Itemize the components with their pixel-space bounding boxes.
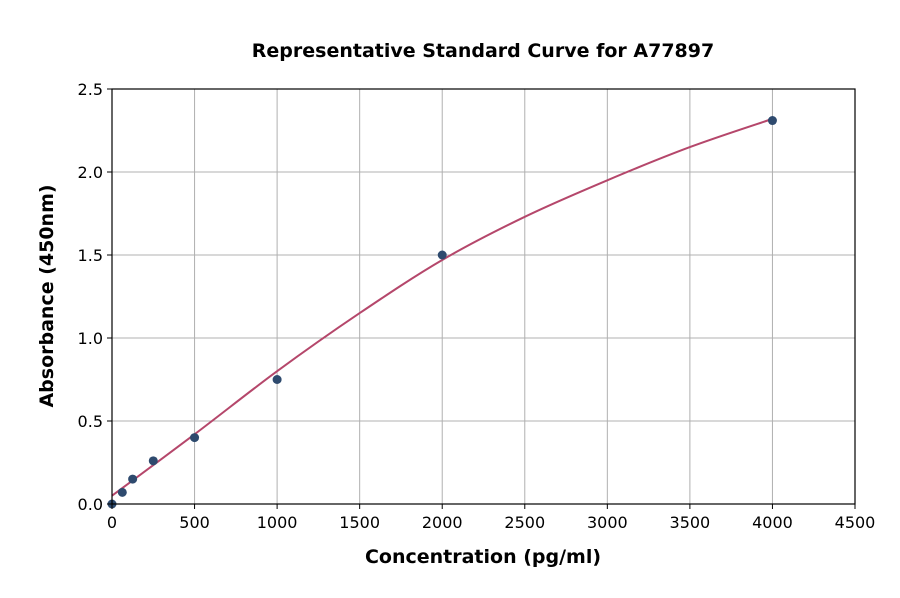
x-tick-label: 4000 (752, 513, 793, 532)
y-tick-label: 2.5 (78, 80, 103, 99)
data-point (272, 375, 282, 384)
points-group (107, 116, 777, 509)
grid (111, 88, 856, 505)
x-tick-label: 2500 (504, 513, 545, 532)
ticks: 0 500 1000 1500 2000 2500 3000 3500 4000 4500 0.0 0… (78, 80, 876, 532)
x-tick-label: 1500 (339, 513, 380, 532)
data-point (117, 487, 127, 497)
x-tick-label: 3500 (670, 513, 711, 532)
plot-frame (111, 88, 856, 505)
x-tick-label: 4500 (835, 513, 876, 532)
y-tick-label: 1.0 (78, 329, 103, 348)
data-point (128, 474, 138, 484)
x-tick-label: 3000 (587, 513, 628, 532)
x-axis-label: Concentration (pg/ml) (365, 546, 601, 568)
y-tick-label: 0.0 (78, 495, 103, 514)
y-axis-label: Absorbance (450nm) (36, 184, 58, 407)
x-tick-label: 1000 (257, 513, 298, 532)
fit-curve-group (111, 117, 773, 497)
x-tick-label: 0 (107, 513, 117, 532)
y-tick-label: 0.5 (78, 412, 103, 431)
x-tick-label: 2000 (422, 513, 463, 532)
y-tick-label: 2.0 (78, 163, 103, 182)
x-tick-label: 500 (179, 513, 210, 532)
fit-curve (111, 117, 773, 497)
y-tick-label: 1.5 (78, 246, 103, 265)
data-point (437, 250, 447, 260)
chart-title: Representative Standard Curve for A77897 (252, 40, 714, 62)
data-point (148, 456, 158, 466)
data-point (767, 116, 777, 126)
data-point (190, 433, 200, 443)
